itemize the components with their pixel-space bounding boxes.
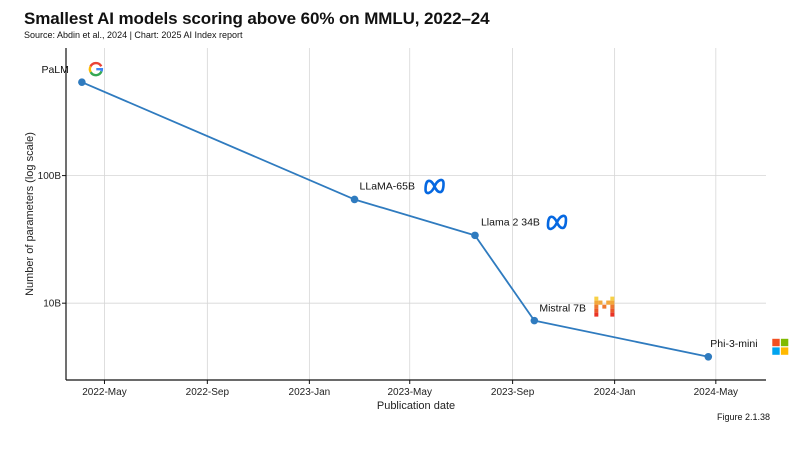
microsoft-icon: [772, 338, 789, 355]
data-point: [530, 316, 539, 325]
x-tick-label: 2023-Jan: [289, 387, 331, 398]
x-axis-title: Publication date: [377, 400, 455, 412]
grid-layer: [66, 48, 766, 380]
y-axis-title: Number of parameters (log scale): [24, 132, 36, 296]
data-point-label: LLaMA-65B: [360, 180, 415, 192]
x-tick-label: 2022-Sep: [186, 387, 230, 398]
data-point-label: Phi-3-mini: [710, 338, 757, 350]
y-tick-label: 10B: [43, 299, 61, 310]
x-tick-label: 2022-May: [82, 387, 126, 398]
data-point-label: PaLM: [41, 64, 68, 76]
data-point: [704, 352, 713, 361]
axes-layer: [65, 48, 766, 381]
data-point: [350, 195, 359, 204]
data-point: [471, 231, 479, 240]
tick-layer: 2022-May 2022-Sep 2023-Jan 2023-May 2023-Sep…: [38, 171, 738, 398]
figure-label: Figure 2.1.38: [716, 412, 770, 422]
x-tick-label: 2023-May: [387, 387, 431, 398]
x-tick-label: 2024-Jan: [594, 387, 636, 398]
data-point-label: Mistral 7B: [539, 303, 586, 315]
x-tick-label: 2024-May: [694, 387, 738, 398]
google-g-icon: [88, 61, 104, 77]
y-tick-label: 100B: [38, 171, 62, 182]
chart-source: Source: Abdin et al., 2024 | Chart: 2025…: [24, 30, 243, 40]
meta-icon: [424, 178, 445, 195]
x-tick-label: 2023-Sep: [491, 387, 535, 398]
chart-title: Smallest AI models scoring above 60% on …: [24, 9, 490, 28]
mistral-icon: [594, 296, 615, 317]
data-point-label: Llama 2 34B: [481, 216, 540, 228]
meta-icon: [546, 214, 568, 231]
point-label-layer: PaLM LLaMA-65B Llama 2 34B Mistral 7B Phi-3-…: [41, 61, 789, 355]
series-layer: [78, 78, 713, 361]
data-point: [78, 78, 86, 86]
